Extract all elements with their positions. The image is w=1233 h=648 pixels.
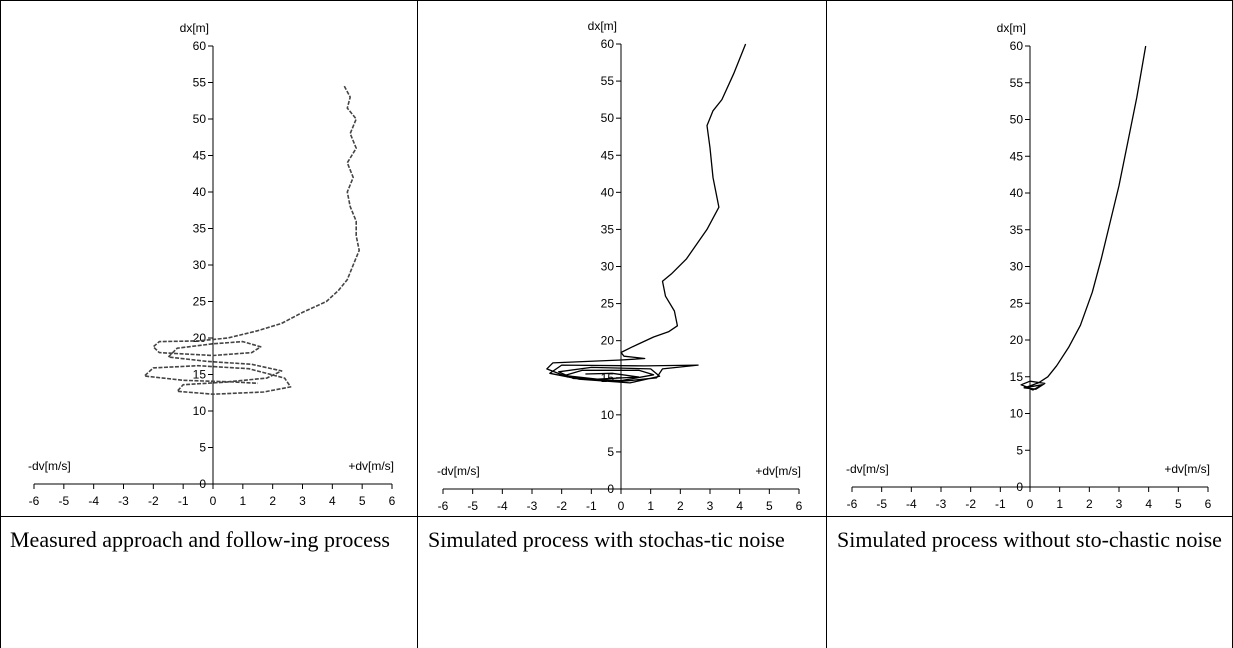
- x-tick-label: -6: [29, 494, 40, 508]
- y-tick-label: 45: [601, 148, 615, 162]
- y-tick-label: 0: [199, 477, 206, 491]
- y-tick-label: 50: [193, 112, 207, 126]
- x-axis-label-right: +dv[m/s]: [348, 459, 394, 473]
- y-tick-label: 30: [601, 260, 615, 274]
- x-tick-label: -6: [847, 497, 858, 511]
- y-tick-label: 60: [601, 37, 615, 51]
- x-tick-label: 4: [736, 499, 743, 513]
- x-tick-label: -4: [88, 494, 99, 508]
- x-tick-label: 6: [1205, 497, 1212, 511]
- x-tick-label: -5: [58, 494, 69, 508]
- x-tick-label: -6: [438, 499, 449, 513]
- y-tick-label: 5: [1016, 443, 1023, 457]
- x-tick-label: 5: [1175, 497, 1182, 511]
- y-tick-label: 60: [193, 39, 207, 53]
- x-tick-label: 5: [766, 499, 773, 513]
- x-tick-label: 6: [389, 494, 396, 508]
- series-line: [143, 85, 361, 396]
- x-tick-label: -4: [497, 499, 508, 513]
- x-tick-label: -4: [906, 497, 917, 511]
- x-tick-label: -3: [118, 494, 129, 508]
- y-axis-label: dx[m]: [180, 21, 209, 35]
- x-tick-label: -5: [876, 497, 887, 511]
- x-axis-label-left: -dv[m/s]: [437, 464, 480, 478]
- x-tick-label: 1: [647, 499, 654, 513]
- x-tick-label: 0: [618, 499, 625, 513]
- y-tick-label: 0: [607, 482, 614, 496]
- chart-measured: -6 -5 -4 -3 -2 -1 0 1 2 3 4 5 6051015202530354045505…: [28, 21, 396, 508]
- y-tick-label: 0: [1016, 480, 1023, 494]
- x-tick-label: 1: [1056, 497, 1063, 511]
- y-tick-label: 60: [1010, 39, 1024, 53]
- x-tick-label: -1: [586, 499, 597, 513]
- x-tick-label: 3: [707, 499, 714, 513]
- y-tick-label: 45: [1010, 149, 1024, 163]
- y-tick-label: 45: [193, 149, 207, 163]
- x-tick-label: 3: [1116, 497, 1123, 511]
- y-axis-label: dx[m]: [997, 21, 1026, 35]
- y-tick-label: 30: [193, 258, 207, 272]
- x-tick-label: 0: [1027, 497, 1034, 511]
- y-tick-label: 50: [601, 111, 615, 125]
- y-tick-label: 30: [1010, 260, 1024, 274]
- y-tick-label: 25: [601, 297, 615, 311]
- y-tick-label: 55: [601, 74, 615, 88]
- y-tick-label: 25: [1010, 296, 1024, 310]
- y-tick-label: 5: [607, 445, 614, 459]
- x-tick-label: 5: [359, 494, 366, 508]
- caption-simulated-with-noise: Simulated process with stochas-tic noise: [428, 527, 785, 552]
- x-tick-label: 0: [210, 494, 217, 508]
- x-tick-label: -2: [148, 494, 159, 508]
- x-tick-label: 2: [677, 499, 684, 513]
- y-tick-label: 10: [193, 404, 207, 418]
- x-tick-label: -3: [936, 497, 947, 511]
- y-tick-label: 10: [601, 408, 615, 422]
- y-tick-label: 20: [601, 334, 615, 348]
- y-tick-label: 40: [1010, 186, 1024, 200]
- chart-simulated-with-noise: -6 -5 -4 -3 -2 -1 0 1 2 3 4 5 6051015202530354045505…: [437, 19, 803, 513]
- x-tick-label: 4: [1145, 497, 1152, 511]
- y-tick-label: 35: [601, 222, 615, 236]
- y-tick-label: 40: [601, 185, 615, 199]
- x-axis-label-right: +dv[m/s]: [755, 464, 801, 478]
- x-tick-label: 1: [239, 494, 246, 508]
- x-tick-label: -1: [178, 494, 189, 508]
- y-tick-label: 10: [1010, 407, 1024, 421]
- y-tick-label: 40: [193, 185, 207, 199]
- y-tick-label: 5: [199, 441, 206, 455]
- x-tick-label: -2: [556, 499, 567, 513]
- y-tick-label: 20: [1010, 333, 1024, 347]
- caption-simulated-without-noise: Simulated process without sto-chastic no…: [837, 527, 1222, 552]
- x-tick-label: -5: [467, 499, 478, 513]
- y-tick-label: 20: [193, 331, 207, 345]
- series-line: [546, 43, 747, 384]
- y-tick-label: 50: [1010, 113, 1024, 127]
- x-tick-label: -2: [965, 497, 976, 511]
- x-tick-label: 4: [329, 494, 336, 508]
- x-tick-label: -3: [527, 499, 538, 513]
- x-axis-label-left: -dv[m/s]: [846, 462, 889, 476]
- y-tick-label: 15: [193, 368, 207, 382]
- y-tick-label: 55: [1010, 76, 1024, 90]
- y-tick-label: 35: [1010, 223, 1024, 237]
- x-tick-label: -1: [995, 497, 1006, 511]
- x-axis-label-right: +dv[m/s]: [1164, 462, 1210, 476]
- chart-simulated-without-noise: -6 -5 -4 -3 -2 -1 0 1 2 3 4 5 6051015202530354045505…: [846, 21, 1212, 511]
- x-axis-label-left: -dv[m/s]: [28, 459, 71, 473]
- x-tick-label: 6: [796, 499, 803, 513]
- y-tick-label: 55: [193, 76, 207, 90]
- x-tick-label: 3: [299, 494, 306, 508]
- series-line: [1020, 45, 1147, 391]
- x-tick-label: 2: [1086, 497, 1093, 511]
- y-tick-label: 35: [193, 222, 207, 236]
- y-axis-label: dx[m]: [588, 19, 617, 33]
- caption-measured: Measured approach and follow-ing process: [10, 527, 390, 552]
- y-tick-label: 15: [1010, 370, 1024, 384]
- y-tick-label: 25: [193, 295, 207, 309]
- x-tick-label: 2: [269, 494, 276, 508]
